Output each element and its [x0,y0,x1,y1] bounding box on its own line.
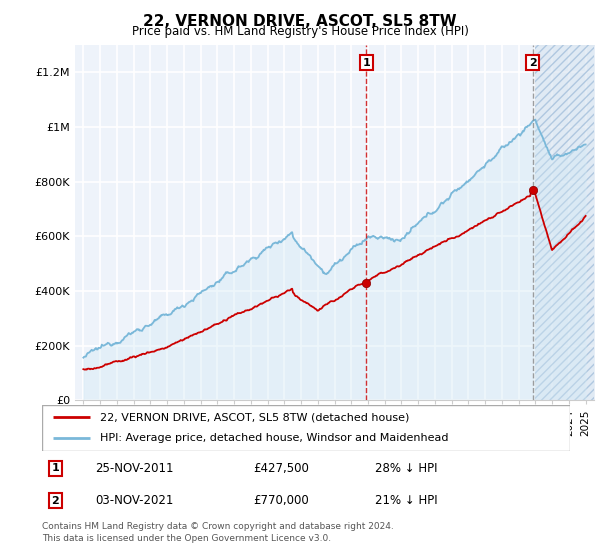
Text: Price paid vs. HM Land Registry's House Price Index (HPI): Price paid vs. HM Land Registry's House … [131,25,469,38]
Text: 22, VERNON DRIVE, ASCOT, SL5 8TW: 22, VERNON DRIVE, ASCOT, SL5 8TW [143,14,457,29]
Text: £770,000: £770,000 [253,494,309,507]
Text: Contains HM Land Registry data © Crown copyright and database right 2024.
This d: Contains HM Land Registry data © Crown c… [42,522,394,543]
Text: 25-NOV-2011: 25-NOV-2011 [95,462,173,475]
Text: £427,500: £427,500 [253,462,309,475]
Text: 28% ↓ HPI: 28% ↓ HPI [374,462,437,475]
Text: 22, VERNON DRIVE, ASCOT, SL5 8TW (detached house): 22, VERNON DRIVE, ASCOT, SL5 8TW (detach… [100,412,409,422]
Text: 2: 2 [529,58,536,68]
Text: 03-NOV-2021: 03-NOV-2021 [95,494,173,507]
Text: 2: 2 [52,496,59,506]
Text: 1: 1 [362,58,370,68]
FancyBboxPatch shape [42,405,570,451]
Text: HPI: Average price, detached house, Windsor and Maidenhead: HPI: Average price, detached house, Wind… [100,433,449,444]
Text: 1: 1 [52,464,59,473]
Text: 21% ↓ HPI: 21% ↓ HPI [374,494,437,507]
